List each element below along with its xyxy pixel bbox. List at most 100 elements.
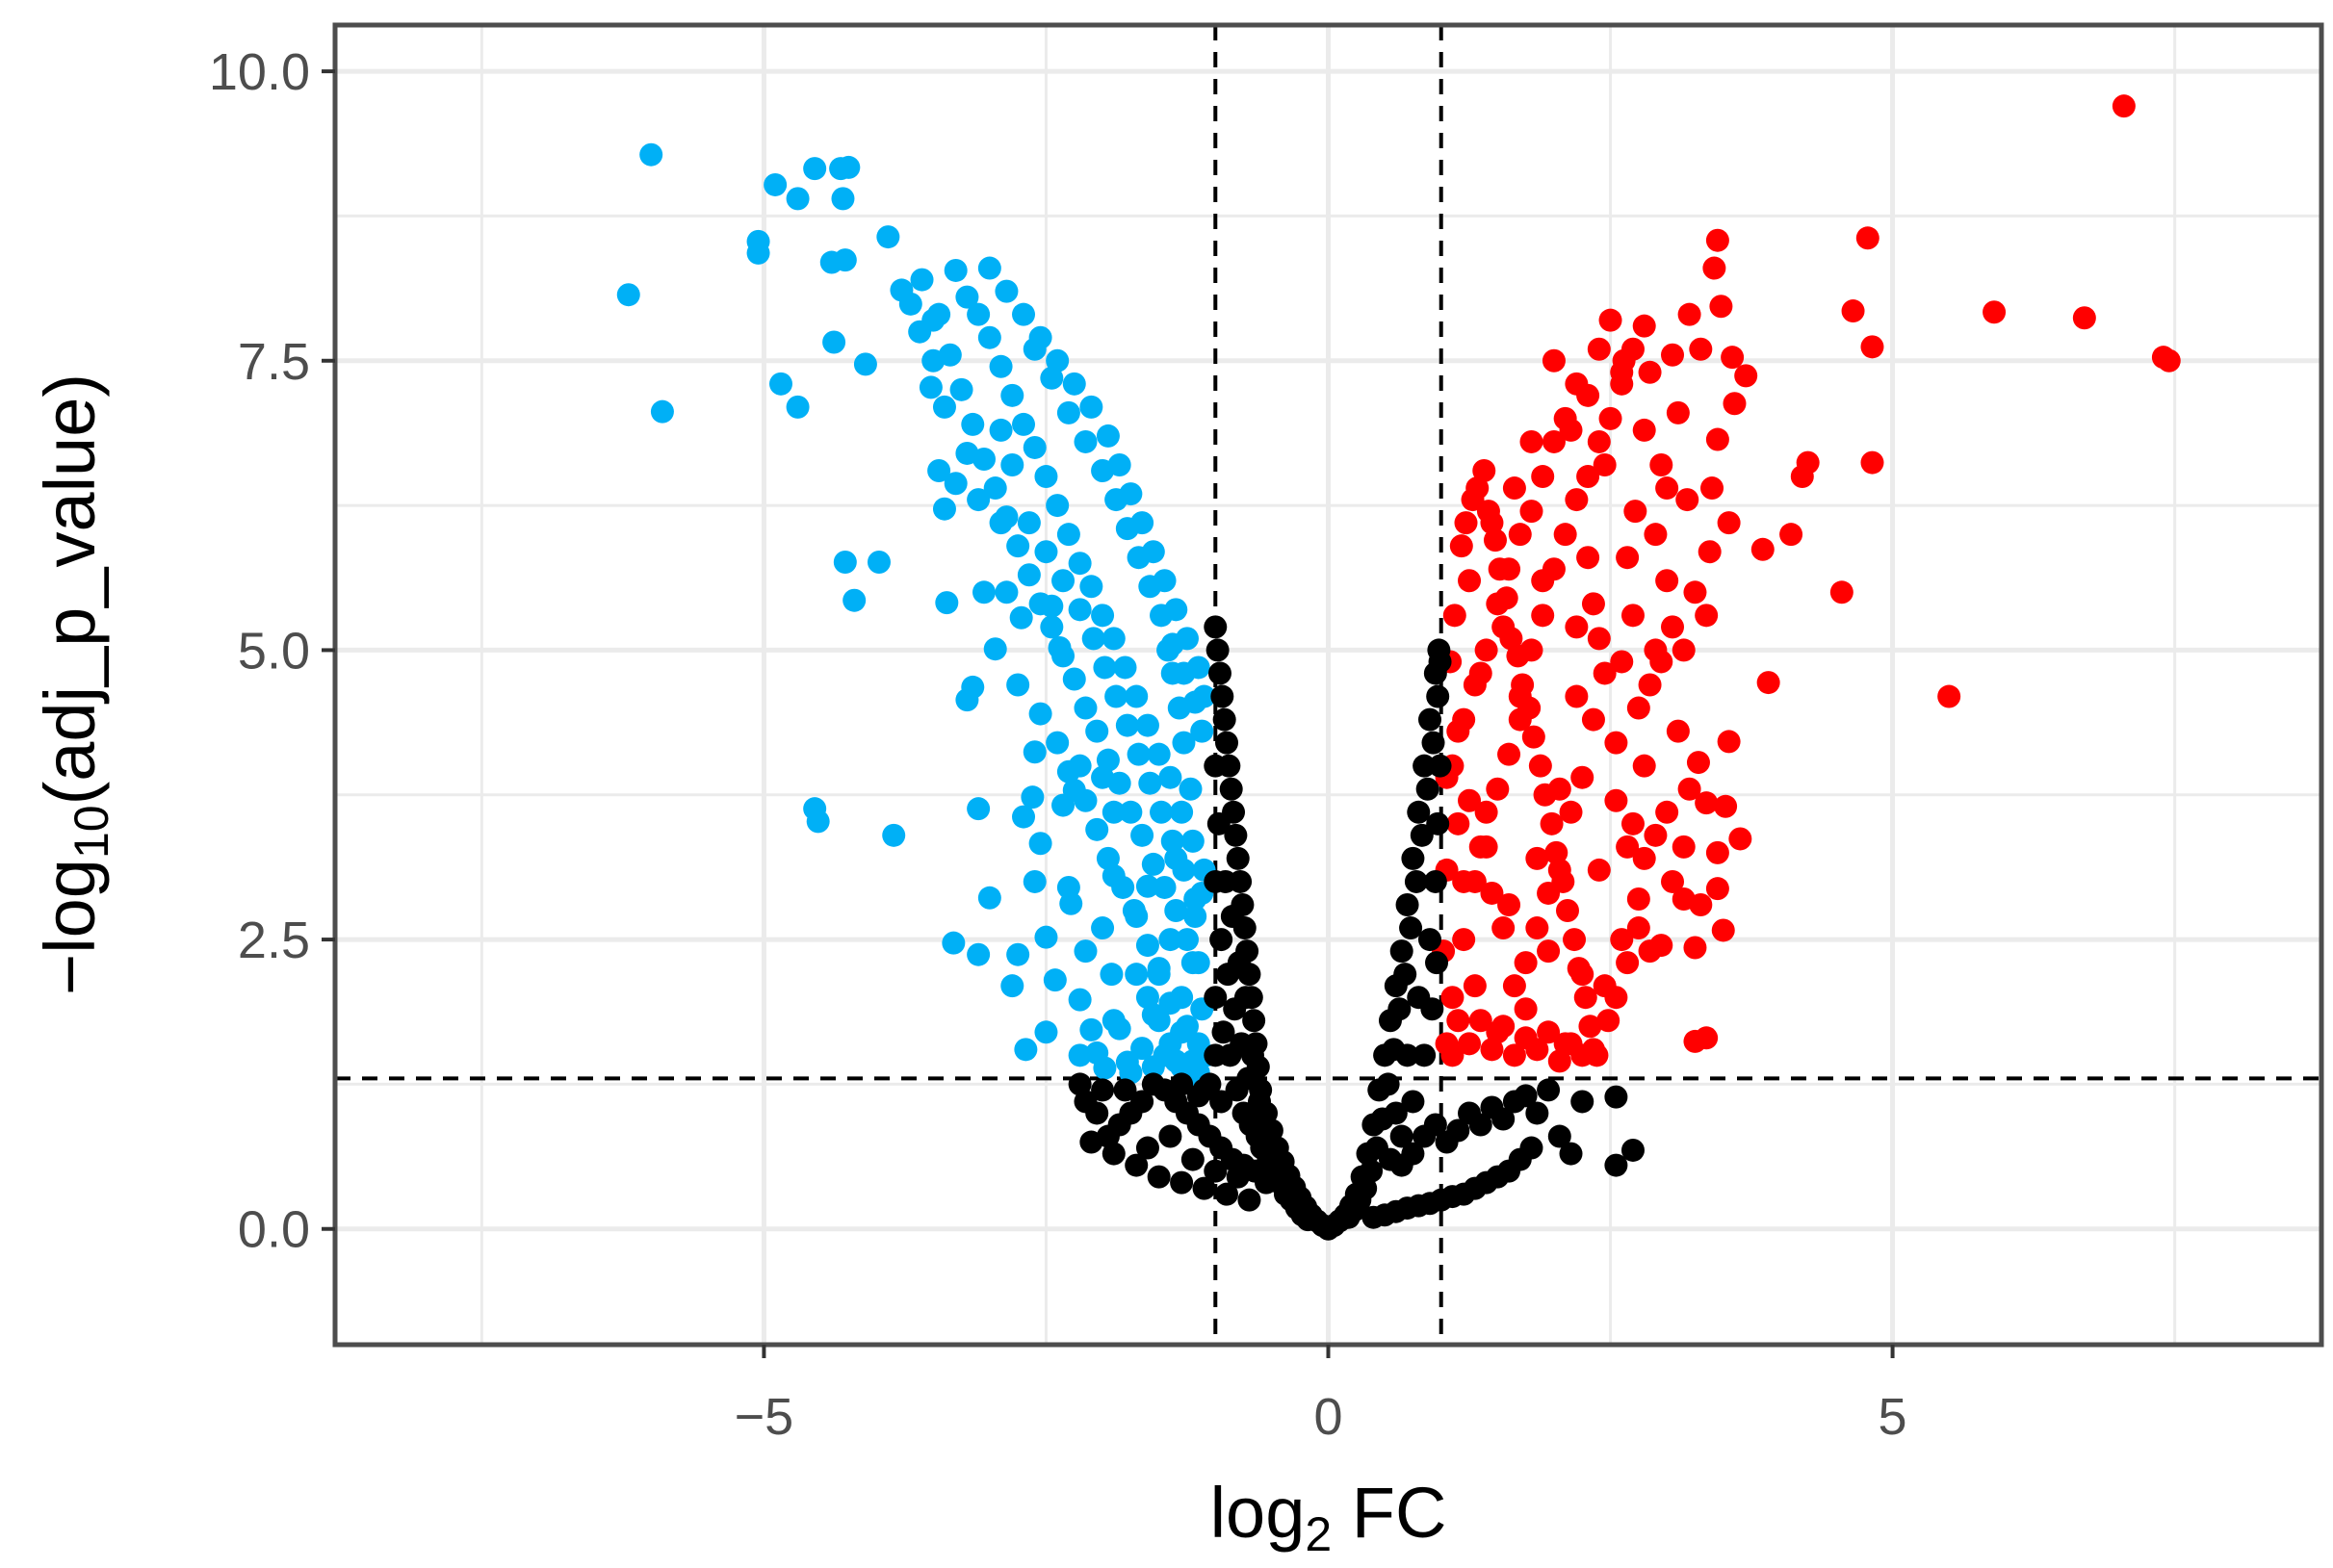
- point-down: [1074, 788, 1098, 812]
- point-down: [1130, 823, 1154, 847]
- point-up: [1855, 226, 1879, 250]
- point-up: [1540, 811, 1564, 835]
- point-ns: [1224, 823, 1248, 847]
- point-down: [989, 418, 1013, 442]
- point-up: [1587, 858, 1611, 882]
- point-ns: [1413, 754, 1437, 778]
- x-axis-title-rest: FC: [1332, 1473, 1446, 1553]
- point-up: [1702, 256, 1726, 280]
- point-up: [1604, 986, 1628, 1010]
- point-up: [1576, 546, 1600, 570]
- point-up: [1497, 893, 1521, 916]
- point-ns: [1413, 1043, 1437, 1067]
- point-down: [935, 591, 959, 615]
- point-down: [764, 172, 788, 196]
- point-up: [1537, 1020, 1561, 1044]
- point-up: [1508, 523, 1532, 547]
- point-down: [932, 395, 956, 419]
- point-ns: [1252, 1113, 1276, 1137]
- point-ns: [1401, 846, 1425, 870]
- point-ns: [1423, 869, 1447, 893]
- point-up: [1632, 846, 1656, 870]
- point-down: [1147, 1009, 1171, 1033]
- point-up: [1528, 754, 1552, 778]
- point-down: [1062, 667, 1086, 691]
- point-up: [1860, 450, 1884, 475]
- point-down: [1100, 963, 1124, 987]
- point-ns: [1361, 1205, 1386, 1229]
- point-down: [1158, 1032, 1182, 1056]
- point-down: [977, 886, 1001, 910]
- point-ns: [1192, 1176, 1216, 1200]
- point-up: [1446, 1009, 1470, 1033]
- point-down: [1014, 1038, 1038, 1062]
- point-ns: [1074, 1090, 1098, 1114]
- point-down: [1043, 968, 1067, 992]
- point-up: [1463, 974, 1487, 998]
- point-down: [989, 354, 1013, 378]
- point-up: [1661, 343, 1685, 367]
- point-ns: [1237, 1188, 1261, 1212]
- point-up: [1533, 783, 1557, 807]
- point-down: [1046, 494, 1070, 518]
- point-down: [837, 155, 861, 179]
- point-up: [1714, 794, 1738, 818]
- point-up: [1559, 800, 1583, 824]
- point-down: [1079, 575, 1103, 599]
- point-ns: [1389, 1124, 1413, 1148]
- threshold-lines: [335, 25, 2321, 1345]
- point-down: [1068, 1043, 1092, 1067]
- point-up: [1616, 546, 1640, 570]
- point-ns: [1425, 951, 1449, 975]
- point-down: [1127, 546, 1151, 570]
- point-ns: [1417, 928, 1441, 952]
- point-up: [1677, 302, 1701, 326]
- point-down: [1012, 412, 1036, 436]
- point-up: [1465, 476, 1490, 501]
- point-down: [1074, 696, 1098, 720]
- point-up: [1502, 476, 1526, 501]
- point-up: [1649, 934, 1673, 958]
- point-up: [1649, 453, 1673, 476]
- point-ns: [1247, 1090, 1271, 1114]
- point-down: [1034, 1020, 1058, 1044]
- point-down: [983, 637, 1007, 661]
- point-up: [1565, 372, 1589, 396]
- point-up: [1666, 719, 1690, 743]
- y-tick-label: 0.0: [238, 1201, 310, 1259]
- point-up: [1841, 299, 1865, 323]
- point-up: [1452, 928, 1476, 952]
- point-down: [1021, 785, 1045, 810]
- point-up: [1705, 427, 1729, 451]
- point-ns: [1210, 684, 1234, 708]
- point-down: [1102, 1009, 1126, 1033]
- point-down: [1091, 765, 1115, 789]
- point-down: [1028, 592, 1052, 616]
- point-up: [1632, 314, 1656, 338]
- point-down: [1074, 429, 1098, 453]
- y-tick-label: 2.5: [238, 912, 310, 969]
- point-down: [1147, 742, 1171, 766]
- point-ns: [1421, 731, 1445, 755]
- point-down: [1091, 604, 1115, 628]
- point-down: [1056, 523, 1080, 547]
- point-ns: [1410, 823, 1434, 847]
- point-up: [1623, 500, 1647, 524]
- point-ns: [1387, 997, 1412, 1021]
- point-up: [1598, 406, 1622, 430]
- point-up: [1649, 650, 1673, 674]
- point-ns: [1401, 1142, 1425, 1166]
- point-up: [1655, 476, 1679, 501]
- point-ns: [1428, 650, 1452, 674]
- point-down: [1158, 928, 1182, 952]
- y-tick-label: 7.5: [238, 333, 310, 391]
- point-up: [1672, 638, 1696, 662]
- point-down: [616, 283, 640, 307]
- point-down: [944, 258, 968, 282]
- point-up: [1578, 1015, 1602, 1039]
- point-down: [833, 551, 857, 575]
- point-up: [1616, 835, 1640, 859]
- point-ns: [1213, 869, 1237, 893]
- point-up: [1596, 1009, 1620, 1033]
- point-ns: [1376, 1072, 1400, 1096]
